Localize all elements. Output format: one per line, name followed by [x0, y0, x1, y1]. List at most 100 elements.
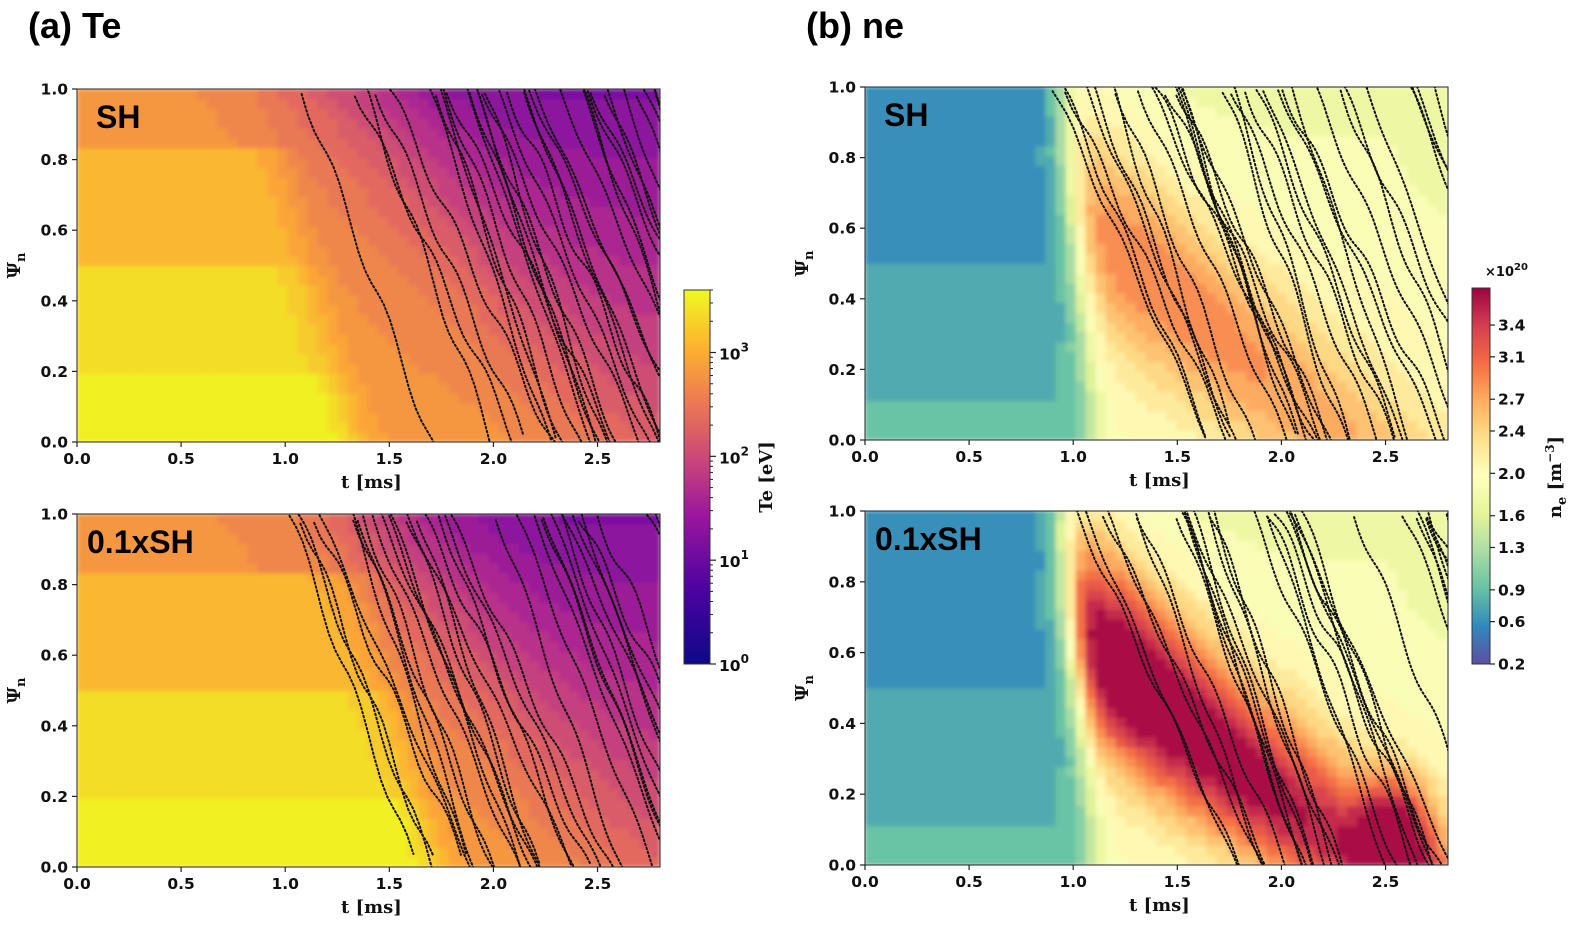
tracer-trajectory — [1076, 511, 1240, 865]
tracer-trajectory — [1285, 511, 1435, 865]
tracer-trajectory — [371, 514, 522, 867]
tracer-trajectory — [1353, 516, 1448, 754]
ne-colorbar-tick-label: 0.2 — [1498, 656, 1525, 674]
ne-colorbar-tick-label: 1.6 — [1498, 507, 1525, 525]
panel-case-label: 0.1xSH — [87, 524, 194, 560]
tracer-trajectory — [1184, 511, 1303, 865]
x-tick-label: 0.5 — [955, 448, 982, 466]
y-tick-label: 0.8 — [829, 149, 856, 167]
ne-sh-plot: 0.0 0.5 1.0 1.5 2.0 2.5 0.0 0.2 0.4 0.6 0.8 1.0 t [m… — [792, 79, 1469, 491]
ne-colorbar-tick-label: 2.4 — [1498, 422, 1526, 440]
te-sh-plot: 0.0 0.5 1.0 1.5 2.0 2.5 0.0 0.2 0.4 0.6 0.8 1.0 t [m… — [4, 81, 661, 493]
y-tick-label: 1.0 — [41, 81, 69, 99]
tracer-trajectory — [1445, 513, 1448, 523]
y-tick-label: 0.8 — [41, 151, 68, 169]
tracer-trajectory — [356, 519, 475, 867]
x-tick-label: 2.0 — [1268, 873, 1296, 891]
tracer-trajectory — [1447, 79, 1469, 153]
te-colorbar-ticks: 100 101 102 103 — [710, 289, 749, 675]
x-tick-label: 2.5 — [584, 450, 611, 468]
tracer-trajectory — [435, 95, 564, 442]
tracer-trajectory — [646, 514, 660, 538]
tracer-trajectory — [528, 89, 660, 373]
tracer-trajectory — [560, 514, 660, 774]
tracer-trajectory — [1207, 511, 1325, 865]
tracer-trajectory — [581, 89, 660, 303]
x-tick-label: 0.5 — [167, 875, 194, 893]
panel-case-label: 0.1xSH — [875, 521, 982, 557]
tracer-trajectory — [577, 520, 660, 687]
tracer-trajectory — [1113, 87, 1232, 430]
tracer-trajectory — [475, 89, 617, 442]
tracer-trajectory — [1192, 511, 1313, 865]
tracer-trajectory — [442, 89, 583, 442]
tracer-trajectory — [1262, 90, 1404, 440]
tracer-trajectory — [586, 90, 660, 258]
tracer-trajectory — [542, 517, 660, 825]
x-tick-label: 1.0 — [1059, 448, 1087, 466]
tracer-trajectory — [589, 92, 660, 242]
panel-case-label: SH — [96, 99, 140, 135]
tracer-trajectory — [571, 515, 660, 712]
ne-colorbar-tick-label: 1.3 — [1498, 539, 1525, 557]
te-sh-heatmap-field — [77, 89, 660, 442]
tracer-trajectory — [406, 514, 573, 867]
tracer-trajectory — [1181, 87, 1333, 440]
tracer-trajectory — [561, 515, 660, 737]
ne-colorbar-tick-label: 2.0 — [1498, 465, 1526, 483]
x-tick-label: 1.5 — [376, 450, 403, 468]
tracer-trajectory — [506, 91, 660, 442]
ne-colorbar-tick-label: 0.9 — [1498, 581, 1525, 599]
tracer-trajectory — [443, 514, 602, 867]
tracer-trajectory — [1114, 93, 1257, 440]
te-sh-frame — [76, 88, 661, 443]
tracer-trajectory — [1154, 87, 1316, 440]
tracer-trajectory — [1365, 87, 1448, 306]
tracer-trajectory — [389, 89, 556, 442]
tracer-trajectory — [1433, 87, 1448, 140]
tracer-trajectory — [366, 89, 491, 442]
x-tick-label: 1.0 — [271, 450, 299, 468]
tracer-trajectory — [643, 89, 660, 124]
tracer-trajectory — [622, 89, 660, 192]
tracer-trajectory — [532, 514, 660, 843]
ne-colorbar-gradient — [1471, 287, 1491, 665]
tracer-trajectory — [1221, 91, 1350, 440]
tracer-trajectory — [516, 514, 654, 867]
tracer-trajectory — [1230, 93, 1378, 440]
tracer-trajectory — [635, 95, 660, 154]
y-tick-label: 0.6 — [41, 222, 68, 240]
tracer-trajectory — [297, 514, 433, 867]
tracer-trajectory — [1135, 513, 1264, 865]
te-colorbar-tick-label: 101 — [719, 548, 749, 571]
tracer-trajectory — [1273, 513, 1431, 865]
ne-01sh-heatmap-field — [865, 511, 1448, 865]
ne-colorbar-multiplier: ×1020 — [1485, 262, 1528, 280]
ne-sh-tracer-lines — [1051, 79, 1469, 440]
tracer-trajectory — [1051, 90, 1207, 439]
tracer-trajectory — [1426, 511, 1448, 582]
x-tick-label: 0.0 — [851, 448, 879, 466]
tracer-trajectory — [1213, 511, 1333, 865]
y-tick-label: 0.2 — [41, 788, 68, 806]
tracer-trajectory — [483, 92, 609, 442]
tracer-trajectory — [1164, 94, 1322, 440]
y-tick-label: 0.4 — [829, 715, 857, 733]
tracer-trajectory — [1290, 87, 1408, 440]
te-colorbar-gradient — [683, 289, 711, 665]
tracer-trajectory — [1244, 91, 1396, 440]
tracer-trajectory — [1064, 91, 1227, 440]
te-01sh-frame — [76, 513, 661, 868]
ne-01sh-tracer-lines — [1076, 511, 1448, 865]
y-axis-label: Ψn — [792, 675, 817, 701]
tracer-trajectory — [1415, 517, 1448, 601]
te-colorbar-tick-label: 102 — [719, 444, 749, 467]
y-tick-label: 0.2 — [41, 363, 68, 381]
tracer-trajectory — [494, 519, 624, 867]
tracer-trajectory — [449, 514, 615, 867]
x-tick-label: 2.5 — [1372, 448, 1399, 466]
tracer-trajectory — [429, 89, 553, 442]
tracer-trajectory — [654, 514, 660, 531]
x-tick-label: 0.0 — [63, 875, 91, 893]
te-colorbar-tick-label: 103 — [719, 341, 749, 364]
